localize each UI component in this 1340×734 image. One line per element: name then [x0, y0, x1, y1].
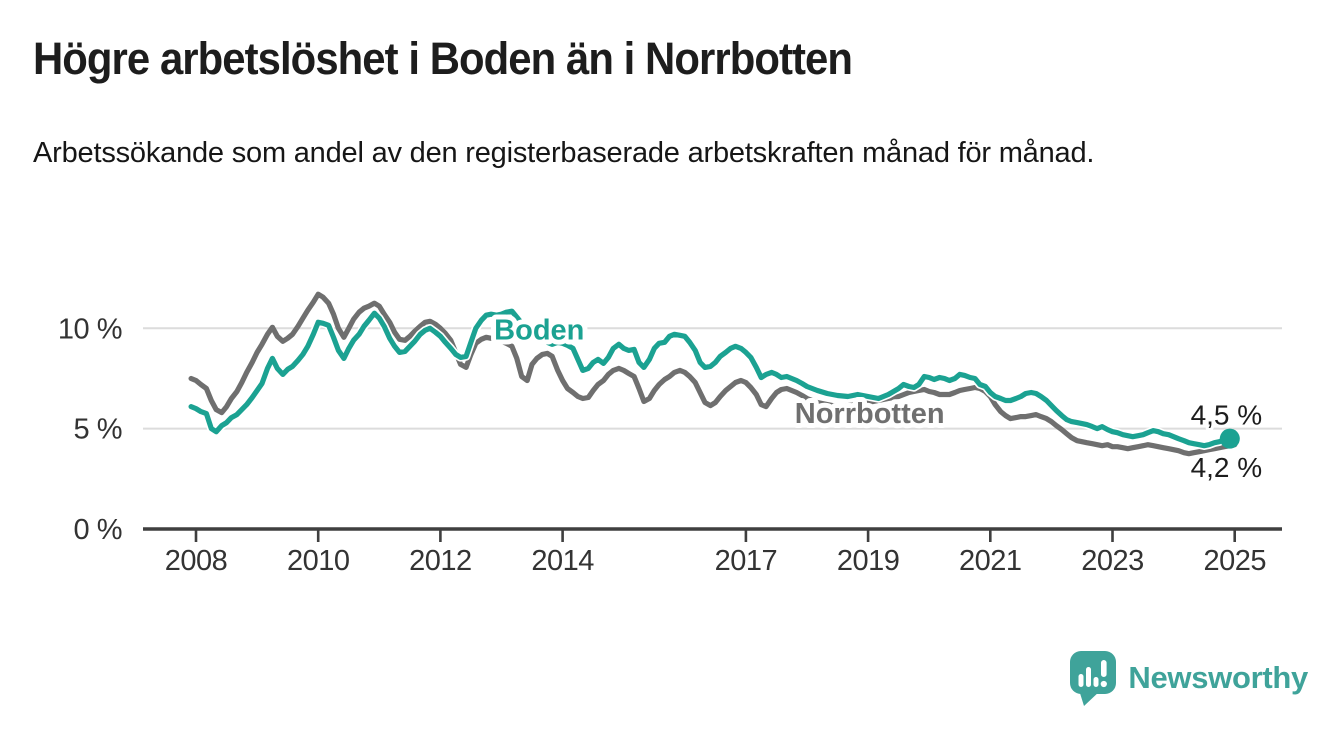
- x-tick-label: 2010: [287, 545, 350, 577]
- end-dot-boden: [1219, 428, 1240, 449]
- newsworthy-brand: Newsworthy: [1067, 648, 1308, 708]
- y-tick-label: 10 %: [58, 313, 122, 345]
- series-label-boden: Boden: [494, 314, 584, 346]
- x-tick-label: 2025: [1203, 545, 1266, 577]
- page-title: Högre arbetslöshet i Boden än i Norrbott…: [33, 33, 853, 84]
- x-tick-label: 2017: [715, 545, 778, 577]
- y-tick-label: 0 %: [74, 514, 122, 546]
- x-tick-label: 2023: [1081, 545, 1144, 577]
- series-label-norrbotten: Norrbotten: [795, 398, 945, 430]
- line-norrbotten: [188, 291, 1238, 457]
- x-tick-label: 2008: [165, 545, 228, 577]
- line-boden: [188, 308, 1233, 449]
- x-tick-label: 2014: [531, 545, 594, 577]
- brand-name: Newsworthy: [1128, 660, 1308, 695]
- end-value-label-boden: 4,5 %: [1191, 400, 1263, 431]
- newsworthy-bubble-bars-icon: [1070, 651, 1117, 706]
- chart-subtitle: Arbetssökande som andel av den registerb…: [33, 137, 1095, 169]
- end-value-label-norrbotten: 4,2 %: [1191, 452, 1263, 483]
- x-tick-label: 2019: [837, 545, 900, 577]
- x-tick-label: 2012: [409, 545, 472, 577]
- y-tick-label: 5 %: [74, 414, 122, 446]
- x-tick-label: 2021: [959, 545, 1022, 577]
